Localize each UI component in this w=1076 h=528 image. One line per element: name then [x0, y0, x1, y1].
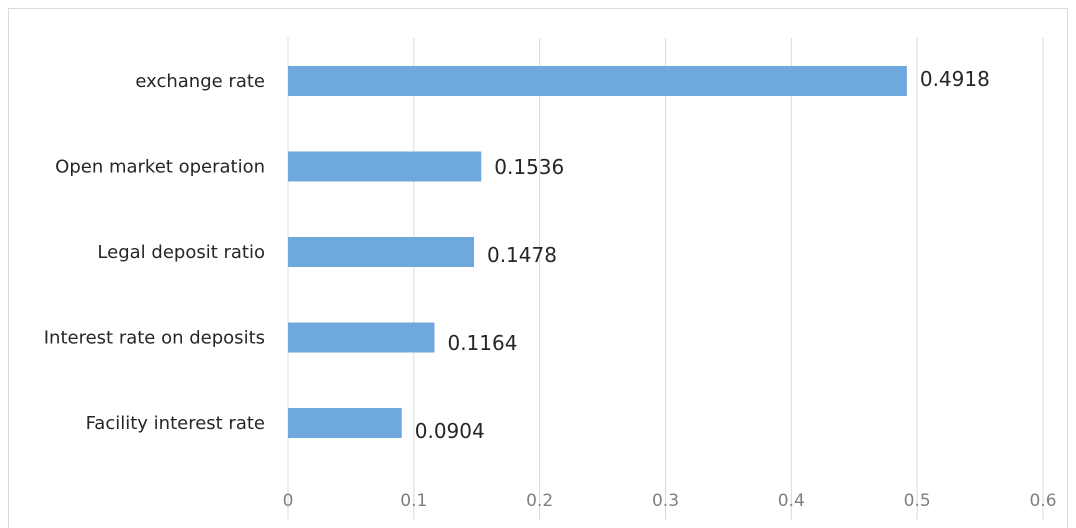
data-label: 0.1478	[487, 243, 557, 267]
x-tick-label: 0.1	[400, 491, 427, 511]
bar	[288, 408, 402, 438]
x-axis-tick-labels: 0 0.1 0.2 0.3 0.4 0.5 0.6	[283, 491, 1057, 511]
category-label: Interest rate on deposits	[44, 328, 265, 349]
data-label: 0.1536	[494, 155, 564, 179]
category-labels: exchange rate Open market operation Legal …	[44, 71, 265, 434]
x-tick-label: 0.2	[526, 491, 553, 511]
data-label: 0.0904	[415, 419, 485, 443]
category-label: exchange rate	[135, 71, 265, 92]
data-labels: 0.4918 0.1536 0.1478 0.1164 0.0904	[415, 67, 990, 443]
bar	[288, 151, 482, 182]
category-label: Facility interest rate	[86, 413, 265, 434]
category-label: Open market operation	[55, 157, 265, 178]
x-tick-label: 0.4	[778, 491, 805, 511]
bars	[288, 66, 907, 438]
gridlines	[287, 38, 1044, 520]
bar	[288, 66, 907, 96]
x-tick-label: 0.3	[652, 491, 679, 511]
x-tick-label: 0	[283, 491, 294, 511]
bar	[288, 237, 474, 267]
x-tick-label: 0.5	[904, 491, 931, 511]
bar	[288, 322, 435, 353]
category-label: Legal deposit ratio	[97, 242, 265, 263]
x-tick-label: 0.6	[1029, 491, 1056, 511]
data-label: 0.4918	[920, 67, 990, 91]
data-label: 0.1164	[447, 331, 517, 355]
